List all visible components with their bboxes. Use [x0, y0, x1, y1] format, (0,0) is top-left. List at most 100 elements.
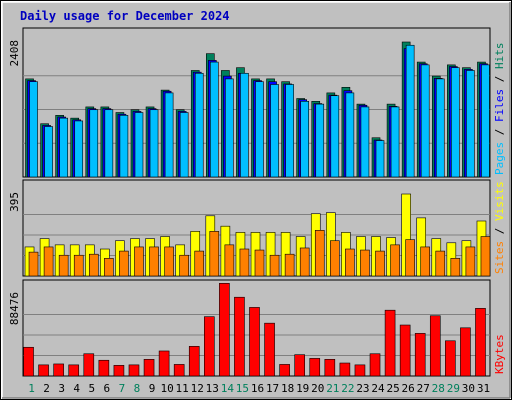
- bar-pages-day-17: [270, 84, 279, 178]
- bar-kbytes-day-19: [294, 354, 305, 377]
- bar-pages-day-23: [360, 106, 370, 178]
- bar-kbytes-day-1: [23, 346, 34, 377]
- bar-kbytes-day-4: [68, 364, 80, 377]
- x-tick-label: 15: [236, 382, 249, 395]
- bar-sites-day-31: [480, 236, 491, 277]
- bar-kbytes-day-5: [83, 353, 95, 377]
- bar-kbytes-day-12: [188, 346, 200, 377]
- bar-pages-day-5: [89, 109, 99, 178]
- bar-pages-day-14: [225, 78, 234, 178]
- x-tick-label: 26: [402, 382, 415, 395]
- x-tick-label: 4: [73, 382, 80, 395]
- bar-sites-day-5: [88, 253, 99, 277]
- bar-pages-day-2: [44, 126, 53, 178]
- chart-panels: 2408 Pages / Files / Hits 395 Sites / Visit…: [8, 27, 506, 377]
- bar-pages-day-3: [59, 117, 68, 178]
- legend-item-kbytes: KBytes: [493, 334, 506, 374]
- x-tick-label: 20: [311, 382, 324, 395]
- bar-pages-day-20: [315, 103, 325, 178]
- y-axis-max-label: 88476: [8, 292, 21, 325]
- bar-sites-day-9: [149, 246, 159, 277]
- bar-sites-day-16: [254, 249, 265, 277]
- bar-sites-day-13: [209, 231, 220, 277]
- x-tick-label: 11: [176, 382, 189, 395]
- bar-sites-day-21: [330, 240, 340, 277]
- bar-pages-day-27: [420, 64, 430, 178]
- bar-pages-day-18: [285, 84, 294, 178]
- bar-pages-day-10: [164, 92, 174, 178]
- bar-kbytes-day-20: [309, 358, 321, 377]
- x-tick-label: 1: [28, 382, 35, 395]
- bar-sites-day-30: [465, 246, 476, 277]
- bar-pages-day-16: [255, 81, 264, 178]
- bar-kbytes-day-15: [234, 296, 245, 377]
- bar-kbytes-day-17: [264, 322, 275, 377]
- bar-kbytes-day-25: [384, 309, 396, 377]
- bar-sites-day-29: [450, 258, 461, 277]
- bar-kbytes-day-6: [98, 359, 110, 377]
- bar-sites-day-18: [284, 253, 295, 277]
- bar-pages-day-13: [210, 61, 219, 178]
- x-tick-label: 14: [221, 382, 235, 395]
- bar-sites-day-6: [104, 258, 114, 277]
- x-tick-label: 6: [104, 382, 111, 395]
- bar-kbytes-day-3: [53, 363, 64, 377]
- bar-pages-day-8: [134, 112, 144, 178]
- bar-kbytes-day-18: [279, 364, 290, 377]
- bar-sites-day-17: [269, 254, 280, 277]
- bar-kbytes-day-21: [324, 359, 336, 377]
- chart-title: Daily usage for December 2024: [20, 9, 230, 23]
- bar-sites-day-22: [345, 248, 355, 277]
- y-axis-max-label: 2408: [8, 40, 21, 67]
- x-tick-label: 21: [326, 382, 339, 395]
- x-tick-label: 30: [462, 382, 475, 395]
- legend-item-files: Files: [493, 89, 506, 122]
- x-axis: 1 2 3 4 5 6 7 8 9 10 11 12 13 14 15 16 17 18 19 20 21 22 23 24 2…: [28, 382, 490, 395]
- bar-pages-day-11: [179, 112, 189, 178]
- bar-sites-day-25: [390, 244, 400, 277]
- x-tick-label: 16: [251, 382, 264, 395]
- bar-sites-day-19: [299, 247, 310, 277]
- bar-pages-day-25: [390, 106, 400, 178]
- x-tick-label: 18: [281, 382, 294, 395]
- bar-pages-day-9: [149, 109, 159, 178]
- bar-kbytes-day-22: [339, 362, 351, 377]
- x-tick-label: 19: [296, 382, 309, 395]
- x-tick-label: 23: [356, 382, 369, 395]
- x-tick-label: 9: [149, 382, 156, 395]
- bar-sites-day-1: [28, 251, 39, 277]
- x-tick-label: 7: [119, 382, 126, 395]
- bar-sites-day-15: [239, 248, 250, 277]
- bar-sites-day-20: [314, 230, 325, 277]
- bar-kbytes-day-9: [143, 359, 155, 377]
- bar-kbytes-day-16: [249, 307, 260, 377]
- x-tick-label: 8: [134, 382, 141, 395]
- bar-pages-day-26: [405, 44, 415, 178]
- x-tick-label: 17: [266, 382, 279, 395]
- bar-kbytes-day-13: [204, 316, 215, 377]
- x-tick-label: 28: [432, 382, 445, 395]
- bar-kbytes-day-28: [429, 315, 441, 377]
- bar-pages-day-15: [240, 72, 249, 178]
- panel-kbytes: 88476 KBytes: [8, 279, 506, 377]
- bar-pages-day-22: [345, 92, 355, 178]
- bar-pages-day-21: [330, 95, 340, 178]
- bar-sites-day-14: [224, 244, 235, 277]
- bar-sites-day-4: [73, 254, 84, 277]
- bar-pages-day-29: [451, 67, 460, 178]
- bar-kbytes-day-10: [158, 350, 170, 377]
- bar-sites-day-23: [360, 249, 370, 277]
- legend-item-pages: Pages: [493, 142, 506, 175]
- bar-sites-day-12: [194, 250, 205, 277]
- x-tick-label: 10: [160, 382, 173, 395]
- x-tick-label: 27: [417, 382, 430, 395]
- bar-kbytes-day-31: [475, 308, 486, 377]
- bar-pages-day-28: [435, 78, 445, 178]
- bar-kbytes-day-23: [354, 364, 366, 377]
- x-tick-label: 31: [477, 382, 490, 395]
- panel-visits-sites: 395 Sites / Visits: [8, 179, 506, 277]
- legend-item-hits: Hits: [493, 43, 506, 70]
- bar-kbytes-day-14: [219, 283, 230, 377]
- bar-sites-day-3: [58, 254, 69, 277]
- bar-pages-day-4: [74, 120, 84, 178]
